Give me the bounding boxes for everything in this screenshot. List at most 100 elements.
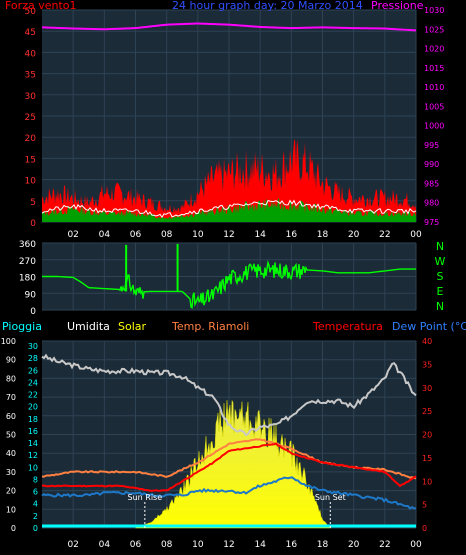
x-tick-label: 04 bbox=[99, 540, 111, 550]
rain-tick-label: 18 bbox=[28, 415, 38, 424]
right-tick-label: 0 bbox=[422, 524, 427, 533]
left-tick-label: 15 bbox=[25, 155, 36, 165]
left-tick-label: 10 bbox=[6, 505, 16, 514]
rain-tick-label: 0 bbox=[33, 524, 38, 533]
left-tick-label: 270 bbox=[19, 257, 36, 267]
x-tick-label: 06 bbox=[130, 230, 142, 240]
right-tick-label: 985 bbox=[424, 179, 439, 188]
x-tick-label: 12 bbox=[223, 230, 234, 240]
series-temperatura bbox=[41, 442, 417, 492]
right-axis-label-pressure: Pressione bbox=[371, 0, 424, 12]
right-tick-label: 5 bbox=[422, 501, 427, 510]
rain-tick-label: 16 bbox=[28, 427, 38, 436]
left-tick-label: 45 bbox=[25, 28, 36, 38]
left-axis-label-wind: Forza vento1 bbox=[5, 0, 77, 12]
right-tick-label: 1020 bbox=[424, 45, 444, 54]
label-dew-point: Dew Point (°C) bbox=[392, 320, 466, 333]
compass-label: W bbox=[435, 255, 446, 268]
right-tick-label: 35 bbox=[422, 360, 432, 369]
left-tick-label: 10 bbox=[25, 177, 37, 187]
wind-pressure-panel: 0510152025303540455097598098599099510001… bbox=[0, 0, 466, 240]
left-tick-label: 90 bbox=[6, 356, 16, 365]
series-wind-avg-line bbox=[41, 199, 417, 219]
x-tick-label: 22 bbox=[379, 540, 390, 550]
rain-tick-label: 20 bbox=[28, 403, 38, 412]
left-tick-label: 70 bbox=[6, 393, 16, 402]
series-wind-direction bbox=[42, 259, 416, 310]
label-solar: Solar bbox=[118, 320, 147, 333]
x-tick-label: 12 bbox=[223, 540, 234, 550]
right-tick-label: 1015 bbox=[424, 64, 444, 73]
series-pressure bbox=[41, 22, 417, 32]
right-tick-label: 1000 bbox=[424, 122, 444, 131]
label-pioggia: Pioggia bbox=[2, 320, 42, 333]
left-tick-label: 20 bbox=[6, 487, 16, 496]
x-tick-label: 22 bbox=[379, 230, 390, 240]
x-tick-label: 16 bbox=[286, 230, 298, 240]
sunset-label: Sun Set bbox=[315, 493, 346, 502]
panel-1-ticks: 0510152025303540455097598098599099510001… bbox=[25, 6, 445, 240]
left-tick-label: 40 bbox=[6, 449, 16, 458]
panel-2-grid bbox=[42, 242, 417, 311]
left-tick-label: 360 bbox=[19, 240, 36, 250]
right-tick-label: 975 bbox=[424, 218, 439, 227]
left-tick-label: 90 bbox=[25, 290, 37, 300]
right-tick-label: 990 bbox=[424, 160, 439, 169]
right-tick-label: 40 bbox=[422, 337, 432, 346]
panel-2-series bbox=[42, 243, 416, 310]
panel-1-series bbox=[41, 22, 417, 222]
rain-tick-label: 28 bbox=[28, 354, 38, 363]
left-tick-label: 35 bbox=[25, 71, 36, 81]
left-tick-label: 0 bbox=[30, 219, 36, 229]
left-tick-label: 50 bbox=[25, 7, 37, 17]
rain-tick-label: 30 bbox=[28, 342, 38, 351]
right-tick-label: 1025 bbox=[424, 25, 444, 34]
x-tick-label: 10 bbox=[192, 540, 204, 550]
left-tick-label: 40 bbox=[25, 49, 37, 59]
right-tick-label: 995 bbox=[424, 141, 439, 150]
left-tick-label: 30 bbox=[6, 468, 16, 477]
x-tick-label: 18 bbox=[317, 230, 329, 240]
x-tick-label: 00 bbox=[410, 230, 422, 240]
rain-tick-label: 22 bbox=[28, 391, 38, 400]
series-dew-point bbox=[41, 476, 417, 510]
left-tick-label: 60 bbox=[6, 412, 16, 421]
series-umidita bbox=[41, 353, 417, 437]
x-tick-label: 20 bbox=[348, 540, 360, 550]
right-tick-label: 1030 bbox=[424, 6, 444, 15]
right-tick-label: 20 bbox=[422, 431, 432, 440]
left-tick-label: 30 bbox=[25, 92, 37, 102]
rain-tick-label: 10 bbox=[28, 463, 38, 472]
left-tick-label: 0 bbox=[11, 524, 16, 533]
chart-title: 24 hour graph day: 20 Marzo 2014 bbox=[172, 0, 363, 12]
x-tick-label: 16 bbox=[286, 540, 298, 550]
left-tick-label: 20 bbox=[25, 134, 37, 144]
rain-tick-label: 14 bbox=[28, 439, 38, 448]
rain-tick-label: 2 bbox=[33, 512, 38, 521]
x-tick-label: 02 bbox=[67, 540, 78, 550]
rain-tick-label: 12 bbox=[28, 451, 38, 460]
panel-3-series: Sun Rise Sun Set bbox=[41, 353, 417, 529]
compass-label: S bbox=[437, 270, 444, 283]
panel-3-ticks: 0102030405060708090100024681012141618202… bbox=[1, 337, 432, 550]
temp-humidity-panel: Pioggia Umidita Solar Temp. Riamoli Temp… bbox=[1, 320, 466, 550]
x-tick-label: 14 bbox=[254, 540, 266, 550]
rain-tick-label: 8 bbox=[33, 475, 38, 484]
left-tick-label: 100 bbox=[1, 337, 16, 346]
sunrise-label: Sun Rise bbox=[128, 493, 163, 502]
rain-tick-label: 6 bbox=[33, 488, 38, 497]
label-temp-riamoli: Temp. Riamoli bbox=[171, 320, 249, 333]
left-tick-label: 25 bbox=[25, 113, 36, 123]
left-tick-label: 180 bbox=[19, 274, 36, 284]
right-tick-label: 1005 bbox=[424, 102, 444, 111]
compass-label: N bbox=[436, 300, 444, 313]
x-tick-label: 08 bbox=[161, 230, 173, 240]
right-tick-label: 1010 bbox=[424, 83, 444, 92]
series-wind-gust bbox=[42, 138, 416, 222]
left-tick-label: 50 bbox=[6, 431, 16, 440]
x-tick-label: 00 bbox=[410, 540, 422, 550]
